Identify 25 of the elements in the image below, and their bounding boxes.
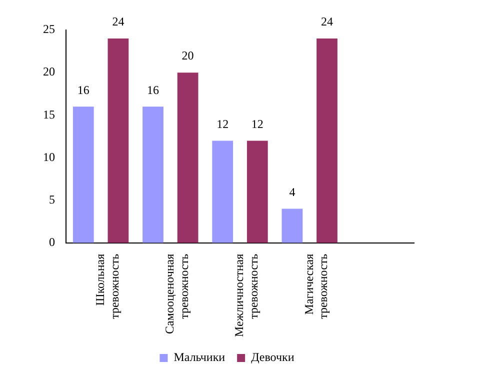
- legend-label: Мальчики: [174, 350, 226, 364]
- data-label: 12: [216, 116, 229, 131]
- bar: [212, 140, 234, 243]
- bar: [142, 106, 164, 243]
- y-tick-label: 25: [43, 22, 55, 36]
- y-tick-label: 5: [49, 192, 55, 206]
- data-label: 24: [112, 14, 124, 29]
- bar: [177, 72, 198, 243]
- bar: [72, 106, 94, 243]
- y-tick-label: 10: [43, 150, 55, 164]
- bar: [282, 208, 303, 243]
- y-tick-label: 15: [43, 107, 55, 122]
- data-label: 12: [251, 116, 264, 131]
- data-label: 16: [77, 82, 90, 97]
- legend-label: Девочки: [251, 350, 295, 364]
- bar: [316, 38, 338, 243]
- data-label: 4: [289, 184, 296, 199]
- data-label: 24: [321, 14, 333, 29]
- bar: [108, 38, 129, 243]
- bar: [246, 140, 268, 243]
- y-tick-label: 20: [43, 64, 55, 79]
- data-label: 16: [147, 82, 159, 97]
- y-tick-label: 0: [49, 235, 55, 250]
- x-tick-label: Школьная тревожность: [92, 253, 122, 319]
- data-label: 20: [182, 48, 194, 63]
